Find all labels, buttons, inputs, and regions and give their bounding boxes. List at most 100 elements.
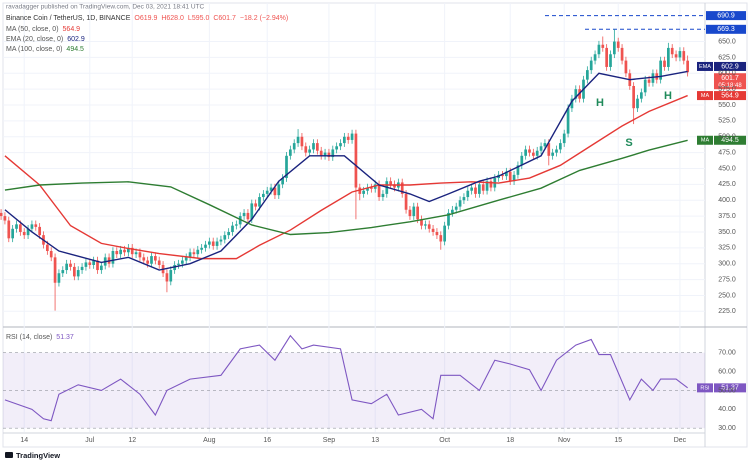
y-tick-label: 375.0 xyxy=(718,213,736,220)
legend-value: 494.5 xyxy=(66,46,84,53)
candle-body xyxy=(73,266,76,277)
candle-body xyxy=(547,143,551,156)
candle-body xyxy=(327,152,331,158)
candle-body xyxy=(181,260,184,264)
candle-body xyxy=(597,44,601,55)
candle-body xyxy=(292,143,296,150)
candle-body xyxy=(670,47,674,55)
candle-body xyxy=(632,85,635,109)
ohlc-label: L595.0 xyxy=(188,15,210,22)
candle-body xyxy=(38,226,41,236)
y-tick-label: 450.0 xyxy=(718,165,736,172)
y-tick-label: 575.0 xyxy=(718,86,736,93)
symbol-title: Binance Coin / TetherUS, 1D, BINANCE O619… xyxy=(6,15,288,22)
candle-body xyxy=(96,260,99,271)
candle-body xyxy=(416,206,419,220)
candle-body xyxy=(19,224,22,232)
candle-body xyxy=(420,219,423,226)
indicator-tag-name-bg xyxy=(697,135,713,145)
legend-entry: MA (100, close, 0) 494.5 xyxy=(6,46,84,53)
candle-body xyxy=(362,190,365,194)
candle-body xyxy=(447,212,450,226)
y-tick-label: 325.0 xyxy=(718,245,736,252)
candle-body xyxy=(686,60,689,73)
y-tick-label: 600.0 xyxy=(718,70,736,77)
candle-body xyxy=(154,256,157,261)
candle-body xyxy=(586,70,589,80)
legend-value: 602.9 xyxy=(67,36,85,43)
candle-body xyxy=(238,216,242,225)
candle-body xyxy=(489,181,493,188)
candle-body xyxy=(7,220,11,239)
candle-body xyxy=(269,187,273,191)
candle-body xyxy=(647,79,651,83)
price-tag-value: 601.7 xyxy=(721,75,739,82)
level-tag xyxy=(706,11,746,21)
candle-body xyxy=(115,251,119,255)
candle-body xyxy=(593,54,597,61)
candle-body xyxy=(142,257,146,261)
candle-body xyxy=(339,143,342,147)
x-tick-label: 14 xyxy=(20,437,28,444)
legend-value: 564.9 xyxy=(63,26,81,33)
indicator-tag-bg xyxy=(714,91,746,101)
candle-body xyxy=(296,136,300,144)
candle-body xyxy=(76,270,80,277)
rsi-legend-value: 51.37 xyxy=(56,334,74,341)
logo-mark xyxy=(5,452,13,458)
candle-body xyxy=(281,178,284,185)
candle-body xyxy=(277,184,281,196)
pattern-annotation: S xyxy=(625,137,632,149)
candle-body xyxy=(169,270,173,282)
candle-body xyxy=(130,247,134,255)
candle-body xyxy=(543,143,547,147)
candle-body xyxy=(265,190,269,194)
y-tick-label: 250.0 xyxy=(718,292,736,299)
candle-body xyxy=(242,212,246,217)
plot xyxy=(0,15,705,422)
candle-body xyxy=(215,241,219,246)
candle-body xyxy=(92,260,95,265)
candle-body xyxy=(555,149,558,153)
candle-body xyxy=(246,212,250,220)
indicator-tag-name-bg xyxy=(697,61,713,71)
candle-body xyxy=(485,181,489,191)
x-tick-label: Jul xyxy=(85,437,94,444)
candle-body xyxy=(520,155,524,166)
candle-body xyxy=(319,150,323,156)
ohlc-label: O619.9 xyxy=(134,15,157,22)
candle-body xyxy=(659,60,662,80)
y-tick-label: 350.0 xyxy=(718,229,736,236)
legend-name: EMA (20, close, 0) xyxy=(6,36,63,43)
candle-body xyxy=(3,216,7,221)
footer-text: TradingView xyxy=(16,451,60,460)
candle-body xyxy=(323,152,327,156)
x-tick-label: 12 xyxy=(128,437,136,444)
candle-body xyxy=(667,47,670,67)
candle-body xyxy=(524,149,527,156)
candle-body xyxy=(208,241,211,245)
rsi-legend: RSI (14, close) 51.37 xyxy=(6,334,74,341)
y-tick-label: 625.0 xyxy=(718,54,736,61)
candle-body xyxy=(196,249,200,255)
indicator-tag-value: 602.9 xyxy=(721,63,739,70)
x-tick-label: 15 xyxy=(614,437,622,444)
candle-body xyxy=(219,239,223,242)
candle-body xyxy=(15,224,18,229)
candle-body xyxy=(111,251,115,264)
grid xyxy=(3,3,705,432)
indicator-tag-bg xyxy=(714,135,746,145)
candle-body xyxy=(69,263,72,267)
candle-body xyxy=(84,262,88,267)
indicator-tag-name: EMA xyxy=(699,64,711,70)
candle-body xyxy=(535,150,539,156)
candle-body xyxy=(46,244,49,252)
candle-body xyxy=(49,251,53,258)
candle-body xyxy=(589,60,593,71)
y-tick-label: 225.0 xyxy=(718,308,736,315)
candle-body xyxy=(443,225,446,242)
indicator-tag-bg xyxy=(714,61,746,71)
x-tick-label: 18 xyxy=(506,437,514,444)
candle-body xyxy=(262,193,265,198)
rsi-tag-value: 51.37 xyxy=(721,385,739,392)
